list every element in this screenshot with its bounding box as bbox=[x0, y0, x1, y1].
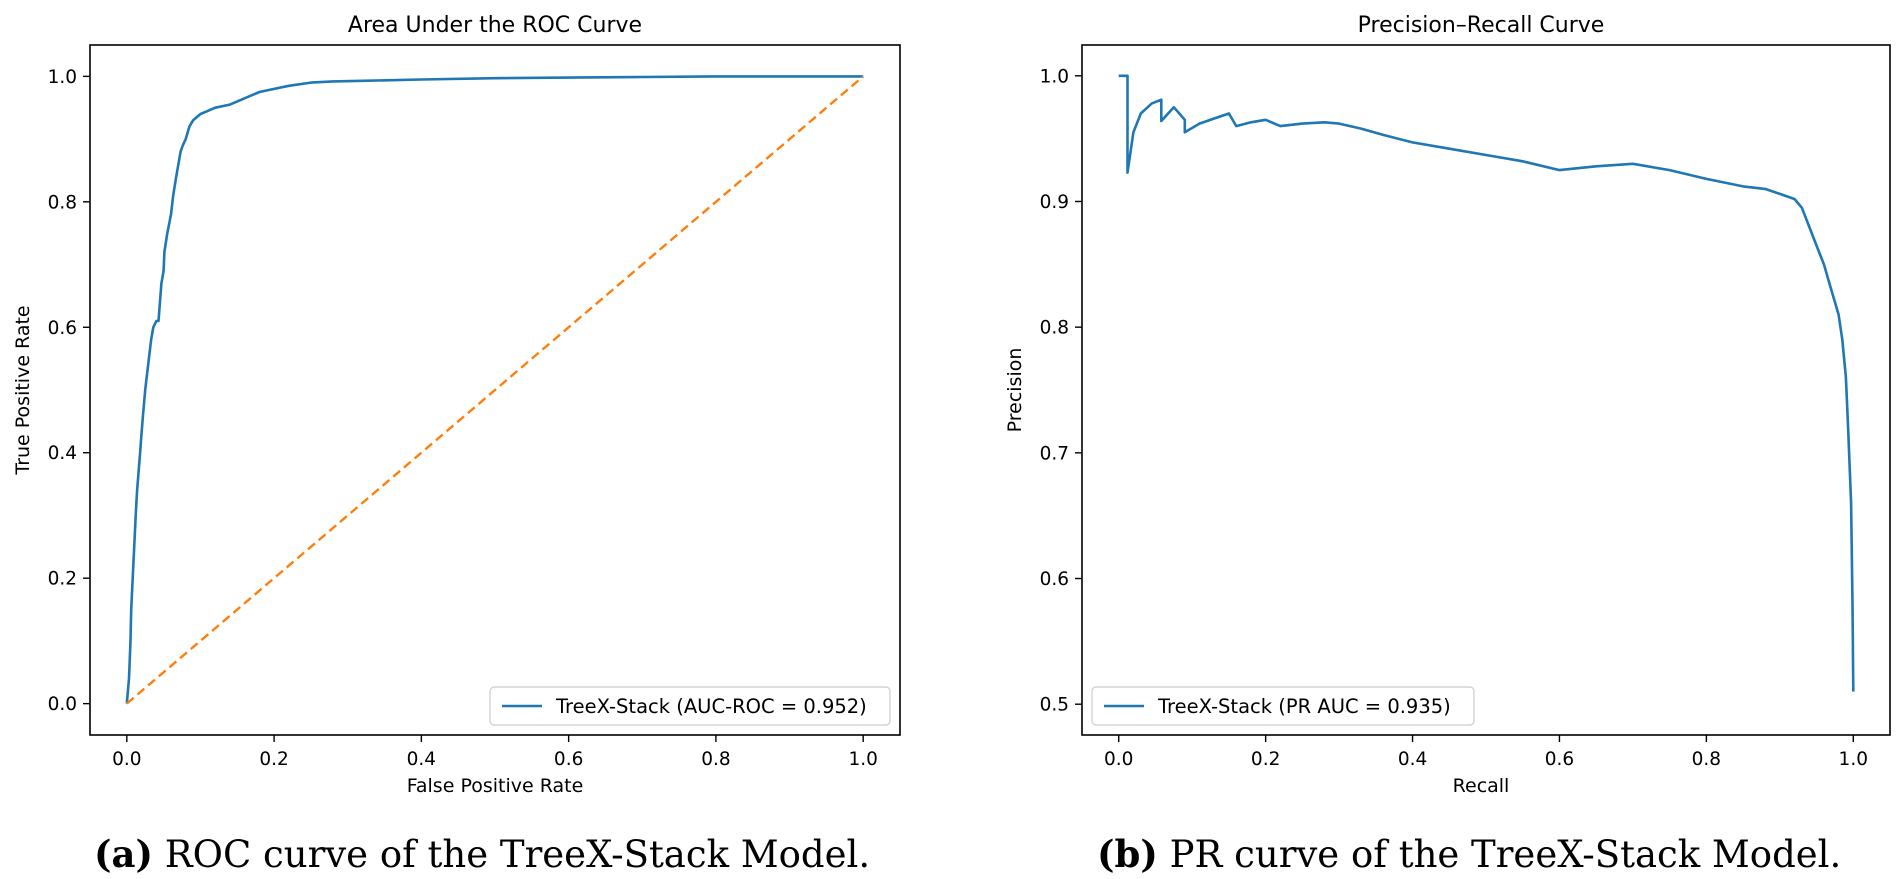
pr-x-axis-label: Recall bbox=[1453, 775, 1510, 797]
roc-x-tick-label: 0.6 bbox=[554, 749, 583, 770]
caption-a-text: ROC curve of the TreeX-Stack Model. bbox=[153, 833, 871, 876]
pr-y-tick-label: 0.8 bbox=[1040, 318, 1069, 339]
pr-title: Precision–Recall Curve bbox=[1358, 13, 1605, 38]
roc-x-tick-label: 0.8 bbox=[701, 749, 730, 770]
pr-legend-box bbox=[1091, 686, 1475, 726]
pr-legend-label: TreeX-Stack (PR AUC = 0.935) bbox=[1157, 695, 1451, 718]
pr-x-tick-label: 0.0 bbox=[1104, 749, 1133, 770]
roc-x-tick-label: 0.0 bbox=[112, 749, 141, 770]
roc-x-tick-label: 1.0 bbox=[848, 749, 877, 770]
roc-y-tick-label: 1.0 bbox=[48, 67, 77, 88]
pr-y-tick-label: 0.9 bbox=[1040, 192, 1069, 213]
pr-y-tick-label: 0.6 bbox=[1040, 569, 1069, 590]
roc-curve bbox=[125, 75, 864, 704]
pr-x-tick-label: 0.2 bbox=[1251, 749, 1280, 770]
pr-legend: TreeX-Stack (PR AUC = 0.935) bbox=[1091, 686, 1475, 726]
roc-y-tick-label: 0.6 bbox=[48, 318, 77, 339]
pr-x-tick-label: 0.8 bbox=[1692, 749, 1721, 770]
pr-panel: Precision–Recall Curve Recall Precision … bbox=[1004, 13, 1891, 797]
pr-axes-frame bbox=[1081, 44, 1891, 736]
caption-b-label: (b) bbox=[1097, 832, 1158, 876]
roc-y-tick-label: 0.2 bbox=[48, 569, 77, 590]
caption-a: (a) ROC curve of the TreeX-Stack Model. bbox=[94, 833, 871, 876]
roc-chance-line bbox=[126, 75, 864, 705]
roc-panel: Area Under the ROC Curve False Positive … bbox=[12, 13, 901, 797]
pr-y-tick-label: 0.5 bbox=[1040, 695, 1069, 716]
roc-x-tick-label: 0.2 bbox=[259, 749, 288, 770]
roc-legend-box bbox=[489, 686, 891, 726]
roc-title: Area Under the ROC Curve bbox=[348, 13, 642, 38]
pr-x-tick-label: 1.0 bbox=[1839, 749, 1868, 770]
roc-legend-label: TreeX-Stack (AUC-ROC = 0.952) bbox=[555, 695, 867, 718]
pr-y-axis-label: Precision bbox=[1004, 348, 1026, 433]
pr-x-tick-label: 0.6 bbox=[1545, 749, 1574, 770]
roc-x-tick-label: 0.4 bbox=[407, 749, 436, 770]
roc-y-tick-label: 0.0 bbox=[48, 694, 77, 715]
roc-y-tick-label: 0.8 bbox=[48, 192, 77, 213]
pr-y-tick-label: 1.0 bbox=[1040, 66, 1069, 87]
caption-b: (b) PR curve of the TreeX-Stack Model. bbox=[1097, 833, 1842, 876]
roc-y-axis-label: True Positive Rate bbox=[12, 305, 34, 475]
pr-y-tick-label: 0.7 bbox=[1040, 443, 1069, 464]
caption-b-text: PR curve of the TreeX-Stack Model. bbox=[1157, 833, 1842, 876]
roc-axes-frame bbox=[89, 44, 901, 736]
roc-legend: TreeX-Stack (AUC-ROC = 0.952) bbox=[489, 686, 891, 726]
pr-curve bbox=[1118, 74, 1855, 692]
caption-a-label: (a) bbox=[94, 832, 153, 876]
roc-y-tick-label: 0.4 bbox=[48, 443, 77, 464]
roc-x-axis-label: False Positive Rate bbox=[407, 775, 584, 797]
pr-x-tick-label: 0.4 bbox=[1398, 749, 1427, 770]
